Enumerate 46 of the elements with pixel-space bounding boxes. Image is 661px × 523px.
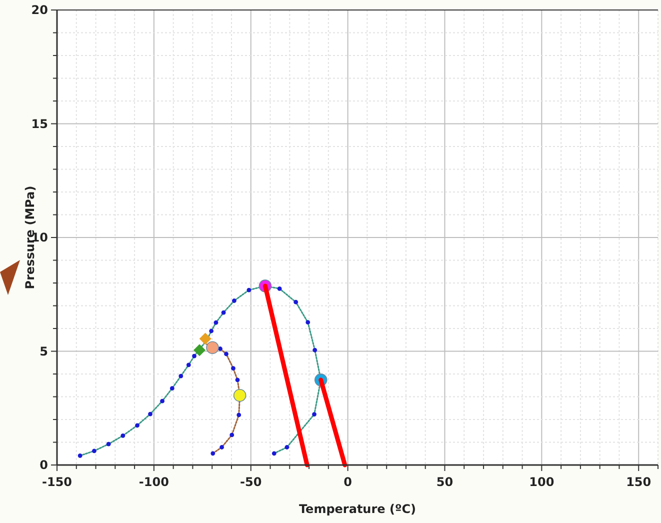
point <box>272 451 276 456</box>
point <box>221 310 226 315</box>
point <box>214 320 218 325</box>
point <box>78 453 82 458</box>
point <box>233 388 246 402</box>
x-tick-label: -100 <box>138 475 169 489</box>
point <box>120 433 126 438</box>
point <box>170 386 174 391</box>
point <box>306 320 310 325</box>
point <box>209 328 214 334</box>
x-tick-label: 50 <box>436 475 454 489</box>
point <box>312 348 318 352</box>
x-tick-label: -50 <box>240 475 262 489</box>
x-axis-title: Temperature (ºC) <box>298 502 416 516</box>
point <box>236 412 242 418</box>
point <box>192 354 196 358</box>
point <box>230 432 234 438</box>
x-tick-label: 150 <box>626 475 652 489</box>
point <box>232 298 236 303</box>
point <box>178 374 184 378</box>
point <box>246 288 252 292</box>
y-tick-label: 20 <box>31 3 48 17</box>
x-tick-label: -150 <box>42 475 72 489</box>
point <box>193 344 206 356</box>
x-tick-label: 0 <box>344 475 352 489</box>
point <box>224 352 228 356</box>
y-tick-label: 5 <box>40 344 48 358</box>
y-tick-label: 0 <box>40 458 48 472</box>
point <box>206 341 219 354</box>
y-tick-label: 15 <box>31 116 48 131</box>
point <box>284 445 290 450</box>
point <box>106 442 111 446</box>
point <box>231 366 236 371</box>
point <box>210 451 216 456</box>
point <box>160 398 164 404</box>
point <box>312 412 316 416</box>
point <box>235 378 240 382</box>
x-tick-label: 100 <box>529 475 554 489</box>
point <box>220 445 224 450</box>
point <box>92 448 96 454</box>
point <box>186 362 191 368</box>
point <box>277 286 282 291</box>
point <box>135 423 140 428</box>
point <box>294 300 298 304</box>
point <box>199 332 212 345</box>
point <box>148 412 152 416</box>
